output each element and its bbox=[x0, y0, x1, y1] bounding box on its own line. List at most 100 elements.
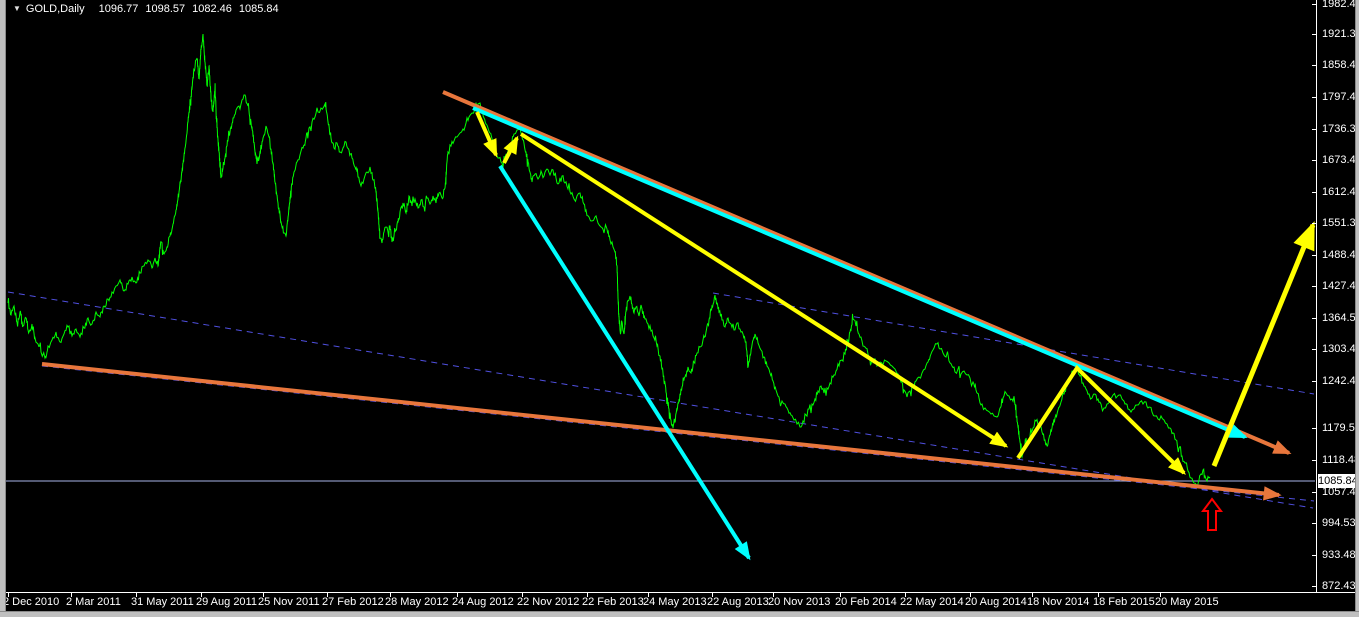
time-tick-label: 18 Nov 2014 bbox=[1027, 596, 1090, 608]
time-tick-mark bbox=[136, 593, 137, 597]
dashed-resistance-line[interactable] bbox=[7, 291, 1314, 509]
price-tick-label: 1488.48 bbox=[1322, 249, 1355, 261]
time-tick-mark bbox=[201, 593, 202, 597]
time-tick-mark bbox=[71, 593, 72, 597]
price-tick-mark bbox=[1312, 428, 1316, 429]
window-border-left bbox=[0, 0, 6, 617]
time-axis-line bbox=[5, 592, 1356, 593]
time-tick-mark bbox=[327, 593, 328, 597]
price-tick-mark bbox=[1312, 492, 1316, 493]
time-tick-label: 2 Dec 2010 bbox=[3, 596, 60, 608]
price-tick-label: 1118.48 bbox=[1322, 454, 1355, 466]
rebound-zigzag-arrow[interactable] bbox=[1016, 364, 1186, 475]
time-tick-mark bbox=[457, 593, 458, 597]
time-tick-mark bbox=[1032, 593, 1033, 597]
price-tick-label: 1921.38 bbox=[1322, 28, 1355, 40]
time-tick-mark bbox=[1098, 593, 1099, 597]
time-tick-label: 22 Nov 2012 bbox=[517, 596, 580, 608]
symbol-title: ▼ GOLD,Daily 1096.77 1098.57 1082.46 1085.84 bbox=[13, 3, 279, 15]
upper-channel-trendline[interactable] bbox=[442, 90, 1292, 455]
price-tick-label: 872.43 bbox=[1322, 580, 1355, 592]
breakout-highlight-arrow[interactable] bbox=[1201, 497, 1223, 531]
price-tick-label: 1612.43 bbox=[1322, 186, 1355, 198]
price-series-line bbox=[7, 33, 1211, 487]
quote-close: 1085.84 bbox=[238, 3, 279, 15]
price-tick-mark bbox=[1312, 255, 1316, 256]
price-tick-label: 1982.43 bbox=[1322, 0, 1355, 10]
price-tick-mark bbox=[1312, 349, 1316, 350]
quote-high: 1098.57 bbox=[145, 3, 186, 15]
price-tick-label: 1797.43 bbox=[1322, 91, 1355, 103]
dashed-support-line[interactable] bbox=[41, 365, 1315, 502]
time-tick-label: 25 Nov 2011 bbox=[258, 596, 320, 608]
time-tick-label: 22 Aug 2013 bbox=[707, 596, 769, 608]
window-border-bottom bbox=[0, 611, 1359, 617]
time-tick-label: 27 Feb 2012 bbox=[322, 596, 384, 608]
bullish-projection-arrow[interactable] bbox=[1211, 221, 1316, 467]
price-tick-label: 1364.53 bbox=[1322, 312, 1355, 324]
lower-support-trendline[interactable] bbox=[41, 362, 1282, 501]
time-tick-label: 2 Mar 2011 bbox=[66, 596, 121, 608]
symbol-period-label: GOLD,Daily bbox=[25, 3, 85, 15]
price-tick-label: 1303.48 bbox=[1322, 343, 1355, 355]
price-tick-label: 1427.43 bbox=[1322, 280, 1355, 292]
time-tick-mark bbox=[648, 593, 649, 597]
price-tick-mark bbox=[1312, 318, 1316, 319]
current-price-tag: 1085.84 bbox=[1318, 474, 1358, 488]
price-tick-mark bbox=[1312, 460, 1316, 461]
price-tick-mark bbox=[1312, 65, 1316, 66]
time-tick-mark bbox=[522, 593, 523, 597]
window-border-right bbox=[1355, 0, 1359, 617]
price-tick-mark bbox=[1312, 286, 1316, 287]
chart-dropdown-triangle-icon[interactable]: ▼ bbox=[13, 4, 21, 13]
time-tick-mark bbox=[905, 593, 906, 597]
price-tick-mark bbox=[1312, 160, 1316, 161]
time-tick-label: 22 May 2014 bbox=[900, 596, 964, 608]
zigzag-leg-up[interactable] bbox=[502, 135, 519, 164]
price-tick-mark bbox=[1312, 523, 1316, 524]
long-decline-arrow[interactable] bbox=[519, 132, 1009, 448]
price-tick-label: 1673.48 bbox=[1322, 154, 1355, 166]
time-tick-mark bbox=[773, 593, 774, 597]
price-tick-label: 1242.43 bbox=[1322, 375, 1355, 387]
price-tick-label: 1179.53 bbox=[1322, 422, 1355, 434]
price-tick-mark bbox=[1312, 34, 1316, 35]
time-tick-label: 20 Feb 2014 bbox=[835, 596, 897, 608]
time-tick-label: 22 Feb 2013 bbox=[582, 596, 644, 608]
price-tick-label: 994.53 bbox=[1322, 517, 1355, 529]
time-tick-label: 18 Feb 2015 bbox=[1093, 596, 1155, 608]
price-tick-mark bbox=[1312, 97, 1316, 98]
price-tick-mark bbox=[1312, 381, 1316, 382]
price-tick-mark bbox=[1312, 192, 1316, 193]
price-tick-label: 933.48 bbox=[1322, 549, 1355, 561]
time-tick-mark bbox=[8, 593, 9, 597]
inner-channel-trendline[interactable] bbox=[472, 106, 1248, 439]
time-tick-mark bbox=[587, 593, 588, 597]
time-axis: 2 Dec 2010 2 Mar 2011 31 May 2011 29 Aug 20… bbox=[0, 594, 1359, 610]
time-tick-label: 20 May 2015 bbox=[1155, 596, 1219, 608]
price-axis: 1982.43 1921.38 1858.48 1797.43 1736.38 1673.… bbox=[1317, 0, 1355, 592]
time-tick-mark bbox=[840, 593, 841, 597]
time-tick-label: 28 May 2012 bbox=[385, 596, 449, 608]
price-tick-label: 1057.43 bbox=[1322, 486, 1355, 498]
breakdown-projection-arrow[interactable] bbox=[498, 164, 751, 561]
price-tick-mark bbox=[1312, 586, 1316, 587]
quote-low: 1082.46 bbox=[192, 3, 232, 15]
zigzag-leg-down[interactable] bbox=[475, 111, 498, 158]
quote-open: 1096.77 bbox=[98, 3, 139, 15]
time-tick-label: 24 May 2013 bbox=[643, 596, 707, 608]
price-tick-mark bbox=[1312, 129, 1316, 130]
dashed-mid-line[interactable] bbox=[712, 292, 1315, 395]
time-tick-label: 24 Aug 2012 bbox=[452, 596, 514, 608]
price-tick-label: 1736.38 bbox=[1322, 123, 1355, 135]
time-tick-mark bbox=[263, 593, 264, 597]
time-tick-label: 20 Aug 2014 bbox=[965, 596, 1027, 608]
price-axis-line bbox=[1316, 0, 1317, 592]
time-tick-label: 20 Nov 2013 bbox=[768, 596, 831, 608]
price-tick-mark bbox=[1312, 555, 1316, 556]
time-tick-label: 29 Aug 2011 bbox=[196, 596, 257, 608]
time-tick-mark bbox=[1160, 593, 1161, 597]
price-tick-mark bbox=[1312, 223, 1316, 224]
